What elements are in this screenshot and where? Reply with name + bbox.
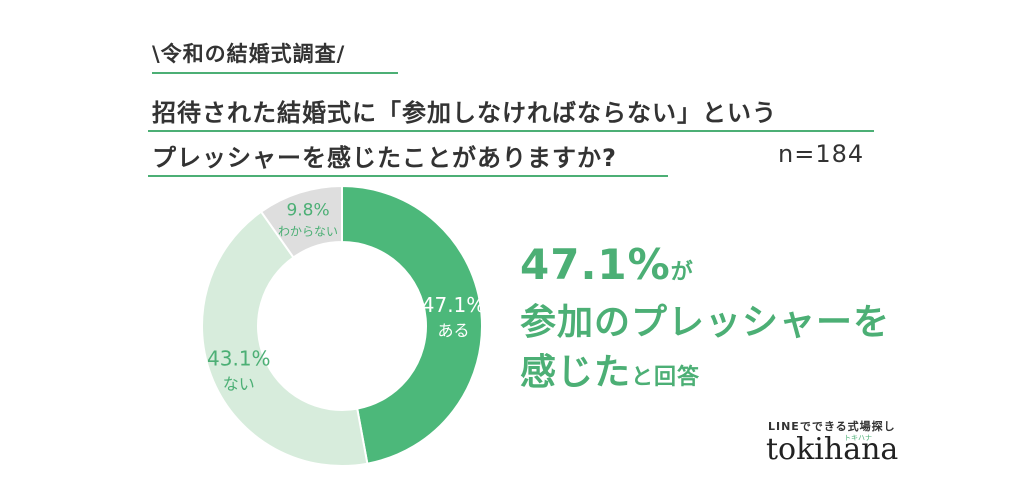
value-label: 9.8% (286, 200, 329, 220)
slice-aru (341, 184, 483, 465)
sample-size: n=184 (778, 140, 865, 168)
highlight-line-3: 感じた (520, 352, 632, 393)
brand-logo: tokihana (766, 432, 899, 467)
tag-underline (152, 72, 398, 74)
question-underline-2 (148, 175, 668, 177)
category-label: ある (438, 321, 470, 340)
value-label: 43.1% (207, 347, 271, 371)
question-line-2: プレッシャーを感じたことがありますか? (152, 144, 617, 172)
category-label: わからない (278, 224, 338, 238)
highlight-text: 47.1%が 参加のプレッシャーを 感じたと回答 (520, 240, 890, 403)
slice-nai (201, 210, 369, 467)
highlight-percent: 47.1% (520, 240, 671, 289)
question-line-1: 招待された結婚式に「参加しなければならない」という (152, 99, 777, 127)
survey-tag: \令和の結婚式調査/ (152, 42, 346, 66)
question-underline-1 (148, 130, 874, 132)
highlight-line-2: 参加のプレッシャーを (520, 302, 891, 343)
slice-wakaranai (259, 184, 343, 259)
brand-tagline: LINEでできる式場探し (768, 420, 896, 433)
brand-kana: トキハナ (844, 434, 872, 442)
highlight-line-3-suffix: と回答 (631, 365, 701, 390)
donut-chart: 47.1% ある 43.1% ない 9.8% わからない (201, 184, 486, 467)
category-label: ない (223, 375, 255, 394)
value-label: 47.1% (422, 293, 486, 317)
highlight-particle: が (670, 260, 694, 285)
